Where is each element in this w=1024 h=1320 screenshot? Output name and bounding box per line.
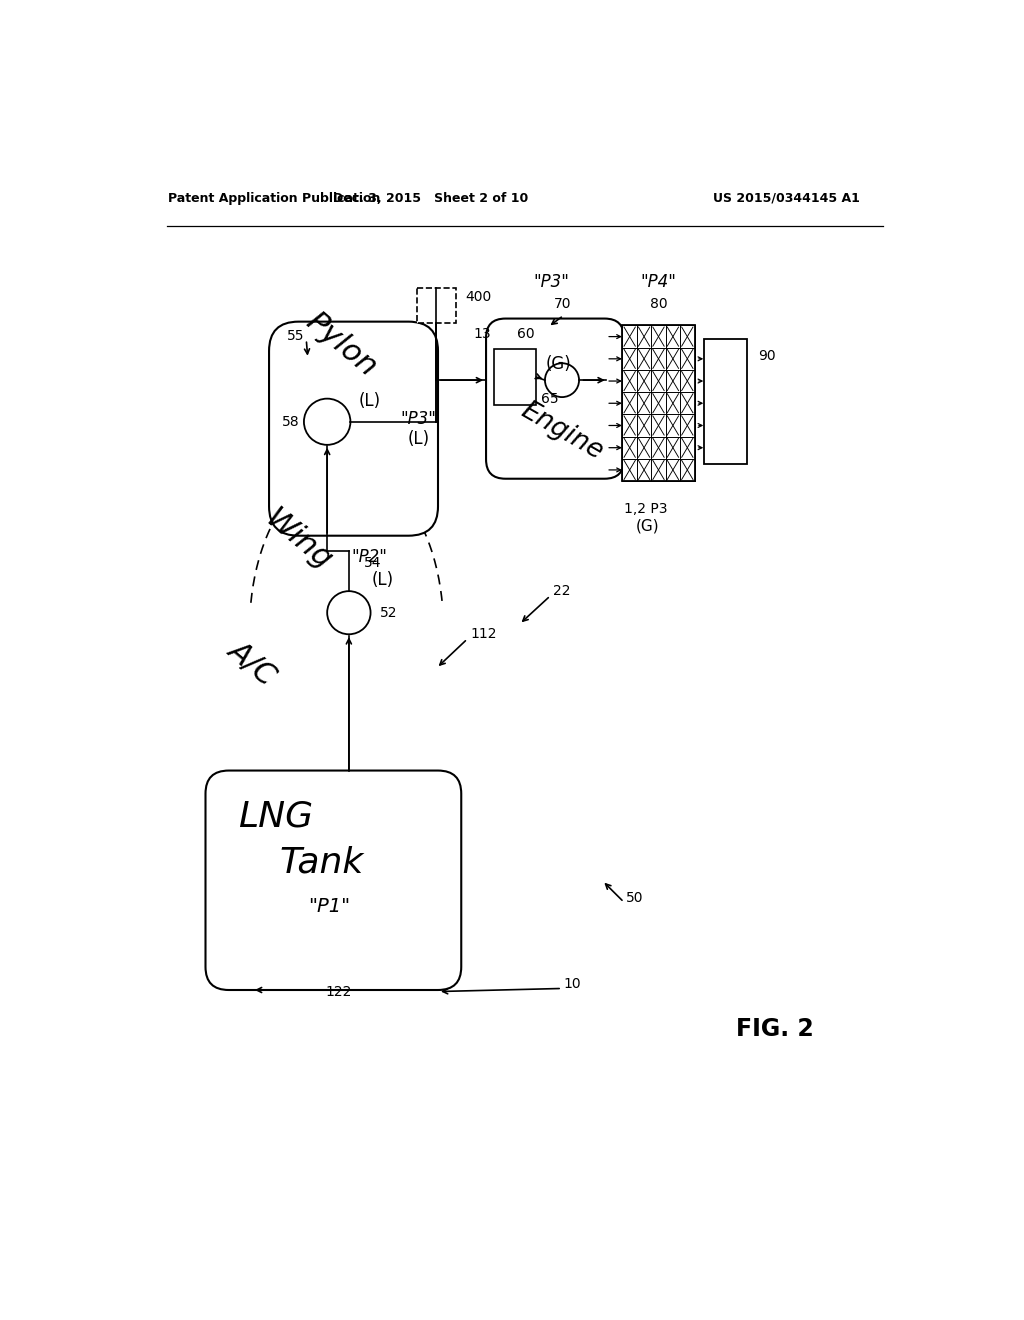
Text: (L): (L) <box>358 392 381 411</box>
Polygon shape <box>334 598 364 627</box>
Text: (G): (G) <box>636 519 659 535</box>
Text: A/C: A/C <box>222 635 282 690</box>
Text: Patent Application Publication: Patent Application Publication <box>168 191 381 205</box>
Text: (G): (G) <box>546 355 571 374</box>
Text: 13: 13 <box>473 327 490 341</box>
Text: 60: 60 <box>517 327 535 341</box>
Bar <box>703 339 748 465</box>
Text: Engine: Engine <box>516 397 607 466</box>
Text: 80: 80 <box>649 297 668 312</box>
Text: 10: 10 <box>563 977 582 991</box>
Text: 58: 58 <box>283 414 300 429</box>
Text: Wing: Wing <box>259 503 338 576</box>
Text: "P4": "P4" <box>641 273 677 290</box>
Bar <box>623 326 694 480</box>
Polygon shape <box>311 407 343 437</box>
Text: US 2015/0344145 A1: US 2015/0344145 A1 <box>713 191 860 205</box>
Text: 54: 54 <box>365 556 382 570</box>
Text: (L): (L) <box>371 572 393 589</box>
Text: 1,2 P3: 1,2 P3 <box>624 502 668 516</box>
Text: (L): (L) <box>408 430 430 449</box>
Text: Tank: Tank <box>280 846 364 880</box>
Text: "P2": "P2" <box>352 548 388 566</box>
Text: 65: 65 <box>542 392 559 407</box>
Polygon shape <box>551 368 573 392</box>
Text: "P1": "P1" <box>308 898 350 916</box>
Text: Dec. 3, 2015   Sheet 2 of 10: Dec. 3, 2015 Sheet 2 of 10 <box>333 191 528 205</box>
FancyBboxPatch shape <box>206 771 461 990</box>
Text: 400: 400 <box>465 290 492 304</box>
Text: 22: 22 <box>553 585 570 598</box>
Text: LNG: LNG <box>238 800 312 834</box>
Text: FIG. 2: FIG. 2 <box>736 1016 814 1040</box>
Text: "P3": "P3" <box>400 409 436 428</box>
FancyBboxPatch shape <box>269 322 438 536</box>
Text: 55: 55 <box>287 329 305 342</box>
Bar <box>417 288 456 323</box>
Text: 70: 70 <box>554 297 571 312</box>
Text: 122: 122 <box>326 985 352 998</box>
Text: 52: 52 <box>380 606 397 619</box>
Text: Pylon: Pylon <box>300 308 382 383</box>
Text: 90: 90 <box>758 350 776 363</box>
Text: 112: 112 <box>471 627 497 642</box>
FancyBboxPatch shape <box>486 318 624 479</box>
Text: "P3": "P3" <box>534 273 569 290</box>
Bar <box>494 350 537 405</box>
Text: 50: 50 <box>626 891 643 904</box>
